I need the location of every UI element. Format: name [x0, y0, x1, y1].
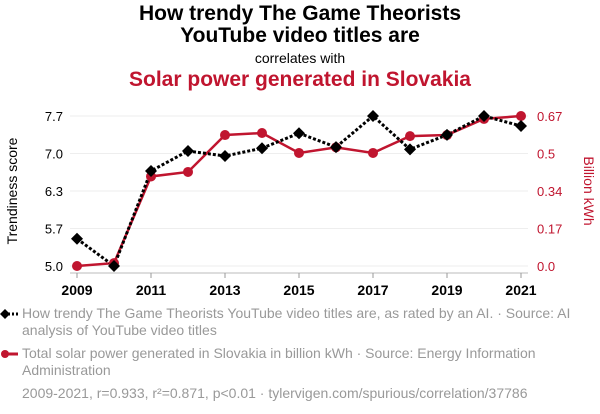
point-solar — [183, 166, 193, 177]
point-trendiness — [219, 150, 231, 162]
point-trendiness — [441, 128, 453, 141]
point-solar — [405, 131, 415, 142]
circle-line-icon — [1, 350, 18, 358]
y-left-tick-label: 6.3 — [45, 184, 63, 199]
chart-title-line2: YouTube video titles are — [180, 24, 420, 47]
axis-labels: 5.0 5.7 6.3 7.0 7.7 0.0 0.17 0.34 0.5 0.67 2009 201… — [4, 109, 597, 298]
y-right-tick-label: 0.5 — [537, 147, 555, 162]
y-left-tick-label: 7.7 — [45, 109, 63, 124]
legend-item-series1: How trendy The Game Theorists YouTube vi… — [0, 305, 582, 339]
point-solar — [368, 147, 378, 158]
x-tick-label: 2015 — [283, 282, 314, 298]
series-markers — [71, 110, 527, 272]
point-trendiness — [293, 127, 305, 140]
legend-item-series2: Total solar power generated in Slovakia … — [1, 345, 582, 379]
y-right-tick-label: 0.0 — [537, 259, 555, 274]
correlates-with-label: correlates with — [254, 50, 346, 66]
x-tick-label: 2017 — [357, 282, 388, 298]
y-right-tick-label: 0.67 — [537, 109, 562, 124]
point-trendiness — [71, 232, 83, 245]
y-left-tick-label: 7.0 — [45, 147, 63, 162]
y-left-tick-label: 5.7 — [45, 222, 63, 237]
point-trendiness — [478, 110, 490, 122]
x-tick-label: 2009 — [61, 282, 92, 298]
chart-subtitle: Solar power generated in Slovakia — [129, 68, 471, 91]
point-solar — [257, 128, 267, 139]
diamond-dotted-line-icon — [0, 309, 18, 319]
y-right-tick-label: 0.34 — [537, 184, 562, 199]
y-right-axis-title: Billion kWh — [581, 156, 597, 225]
chart-plot: 5.0 5.7 6.3 7.0 7.7 0.0 0.17 0.34 0.5 0.67 2009 201… — [4, 109, 597, 298]
point-trendiness — [256, 142, 268, 155]
footer-stats: 2009-2021, r=0.933, r²=0.871, p<0.01 · t… — [22, 385, 528, 401]
chart-title-line1: How trendy The Game Theorists — [138, 2, 462, 25]
point-solar — [72, 261, 82, 271]
point-trendiness — [108, 260, 120, 272]
x-tick-label: 2021 — [505, 282, 536, 298]
point-trendiness — [515, 120, 527, 132]
point-trendiness — [182, 145, 194, 157]
point-trendiness — [330, 141, 342, 154]
point-trendiness — [367, 110, 379, 122]
y-left-tick-label: 5.0 — [45, 259, 63, 274]
point-solar — [220, 130, 230, 141]
point-trendiness — [145, 165, 157, 177]
legend-label-series2: Total solar power generated in Slovakia … — [22, 345, 536, 378]
gridlines — [70, 115, 528, 267]
point-trendiness — [404, 143, 416, 156]
axes — [70, 272, 528, 278]
legend-label-series1: How trendy The Game Theorists YouTube vi… — [22, 305, 571, 338]
point-solar — [294, 147, 304, 158]
point-solar — [516, 111, 526, 121]
x-tick-label: 2013 — [209, 282, 240, 298]
x-tick-label: 2019 — [431, 282, 462, 298]
y-left-axis-title: Trendiness score — [4, 137, 20, 244]
x-tick-label: 2011 — [136, 282, 167, 298]
y-right-tick-label: 0.17 — [537, 222, 562, 237]
